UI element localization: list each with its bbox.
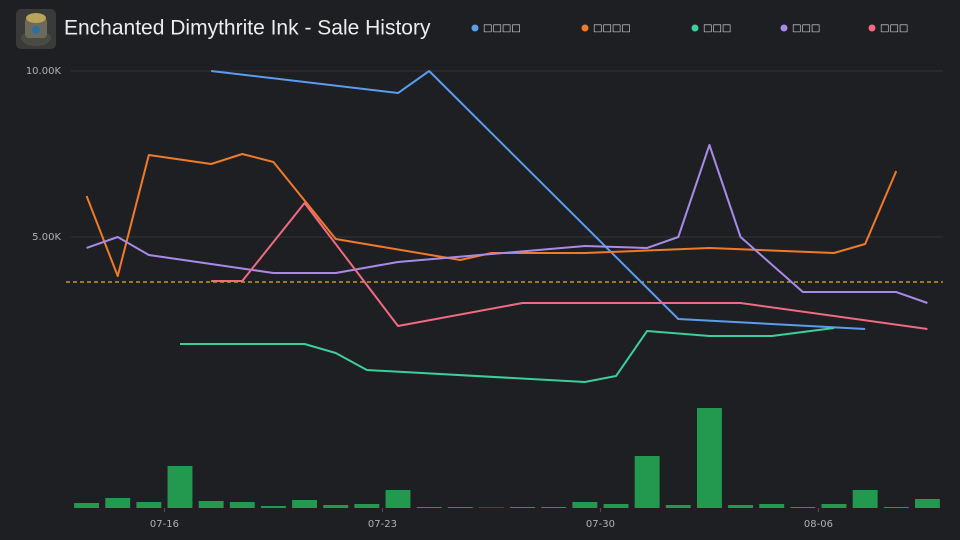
volume-bar — [260, 506, 286, 508]
volume-bar — [696, 408, 722, 508]
volume-bar — [759, 504, 785, 508]
volume-bar — [603, 504, 629, 508]
volume-bar — [852, 490, 878, 508]
legend-swatch[interactable] — [581, 24, 589, 32]
volume-bar — [74, 503, 100, 508]
price-line — [85, 153, 898, 278]
y-tick-label: 5.00K — [32, 232, 61, 243]
volume-bar — [198, 501, 224, 508]
x-tick-label: 07-23 — [368, 519, 397, 530]
volume-bar — [541, 507, 567, 508]
price-line — [211, 202, 928, 330]
legend-swatch[interactable] — [780, 24, 788, 32]
item-icon — [16, 9, 56, 49]
volume-bar — [914, 499, 940, 508]
legend-swatch[interactable] — [868, 24, 876, 32]
volume-bar — [323, 505, 349, 508]
volume-bar — [510, 507, 536, 508]
chart-title: Enchanted Dimythrite Ink - Sale History — [64, 17, 431, 40]
volume-bar — [229, 502, 255, 508]
volume-bar — [385, 490, 411, 508]
volume-bar — [416, 507, 442, 508]
volume-bar — [883, 507, 909, 508]
volume-bar — [292, 500, 318, 508]
legend-label[interactable]: □□□□ — [483, 23, 521, 34]
x-tick-label: 08-06 — [804, 519, 833, 530]
volume-bar — [790, 507, 816, 508]
volume-bar — [634, 456, 660, 508]
volume-bar — [354, 504, 380, 508]
x-tick-label: 07-30 — [586, 519, 615, 530]
legend-label[interactable]: □□□ — [703, 23, 731, 34]
price-line — [180, 327, 835, 383]
legend-swatch[interactable] — [471, 24, 479, 32]
x-tick-label: 07-16 — [150, 519, 179, 530]
legend-label[interactable]: □□□ — [792, 23, 820, 34]
volume-bar — [167, 466, 193, 508]
legend-label[interactable]: □□□ — [880, 23, 908, 34]
volume-bar — [821, 504, 847, 508]
volume-bar — [665, 505, 691, 508]
legend-label[interactable]: □□□□ — [593, 23, 631, 34]
price-line — [86, 144, 928, 304]
volume-bar — [728, 505, 754, 508]
volume-bar — [136, 502, 162, 508]
legend-swatch[interactable] — [691, 24, 699, 32]
y-tick-label: 10.00K — [26, 66, 62, 77]
volume-bar — [478, 507, 504, 508]
volume-bar — [572, 502, 598, 508]
volume-bar — [105, 498, 131, 508]
price-line — [211, 70, 866, 330]
volume-bar — [447, 507, 473, 508]
